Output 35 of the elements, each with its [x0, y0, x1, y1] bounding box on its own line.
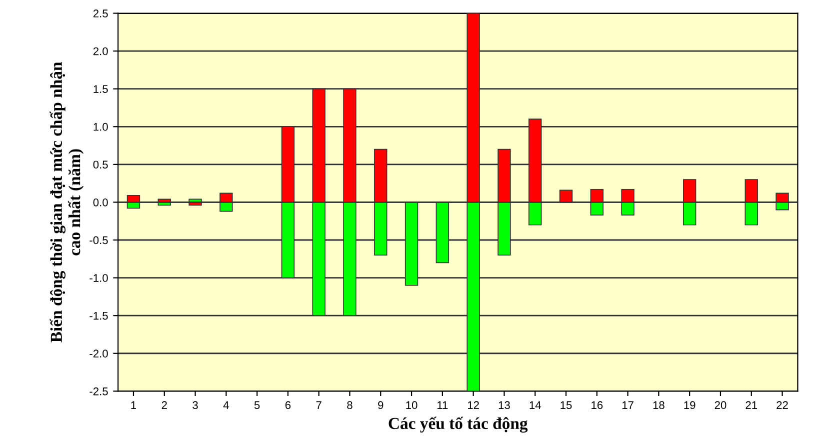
y-tick-label: -1.0 [90, 274, 108, 282]
x-tick-label: 22 [776, 401, 788, 409]
x-tick-label: 21 [746, 401, 758, 409]
y-tick-label: 0.5 [93, 160, 108, 169]
x-tick-label: 3 [192, 401, 198, 410]
y-tick-label: 2.0 [93, 47, 108, 56]
y-tick-label: -2.5 [90, 387, 108, 396]
x-tick-label: 11 [438, 401, 448, 409]
x-tick-label: 12 [468, 401, 479, 409]
x-tick-label: 19 [684, 401, 696, 410]
y-tick-label: -1.5 [90, 312, 108, 320]
x-tick-label: 8 [347, 401, 352, 410]
y-tick-label: 2.5 [93, 10, 108, 18]
x-tick-label: 7 [316, 401, 322, 409]
y-tick-label: 1.5 [94, 85, 108, 93]
x-tick-label: 14 [530, 401, 541, 409]
x-tick-label: 17 [622, 401, 634, 409]
x-tick-label: 2 [162, 401, 167, 409]
x-tick-label: 10 [406, 401, 418, 410]
y-tick-label: -0.5 [90, 236, 108, 244]
x-tick-label: 6 [285, 401, 291, 410]
x-tick-label: 5 [254, 401, 260, 410]
x-tick-label: 15 [560, 401, 572, 410]
x-axis-title: Các yếu tố tác động [388, 416, 528, 433]
y-tick-label: 0.0 [93, 198, 108, 206]
y-tick-label: -2.0 [90, 350, 108, 358]
x-tick-label: 18 [653, 401, 664, 410]
y-axis-title: Biến động thời gian đạt mức chấp nhận cao nhất (năm) [50, 62, 84, 342]
x-tick-label: 13 [498, 401, 510, 410]
y-tick-label: 1.0 [94, 122, 108, 131]
x-tick-label: 4 [223, 401, 229, 409]
x-tick-label: 20 [714, 401, 726, 410]
x-tick-label: 9 [378, 401, 384, 410]
x-tick-label: 1 [131, 401, 136, 409]
x-tick-label: 16 [592, 401, 603, 410]
